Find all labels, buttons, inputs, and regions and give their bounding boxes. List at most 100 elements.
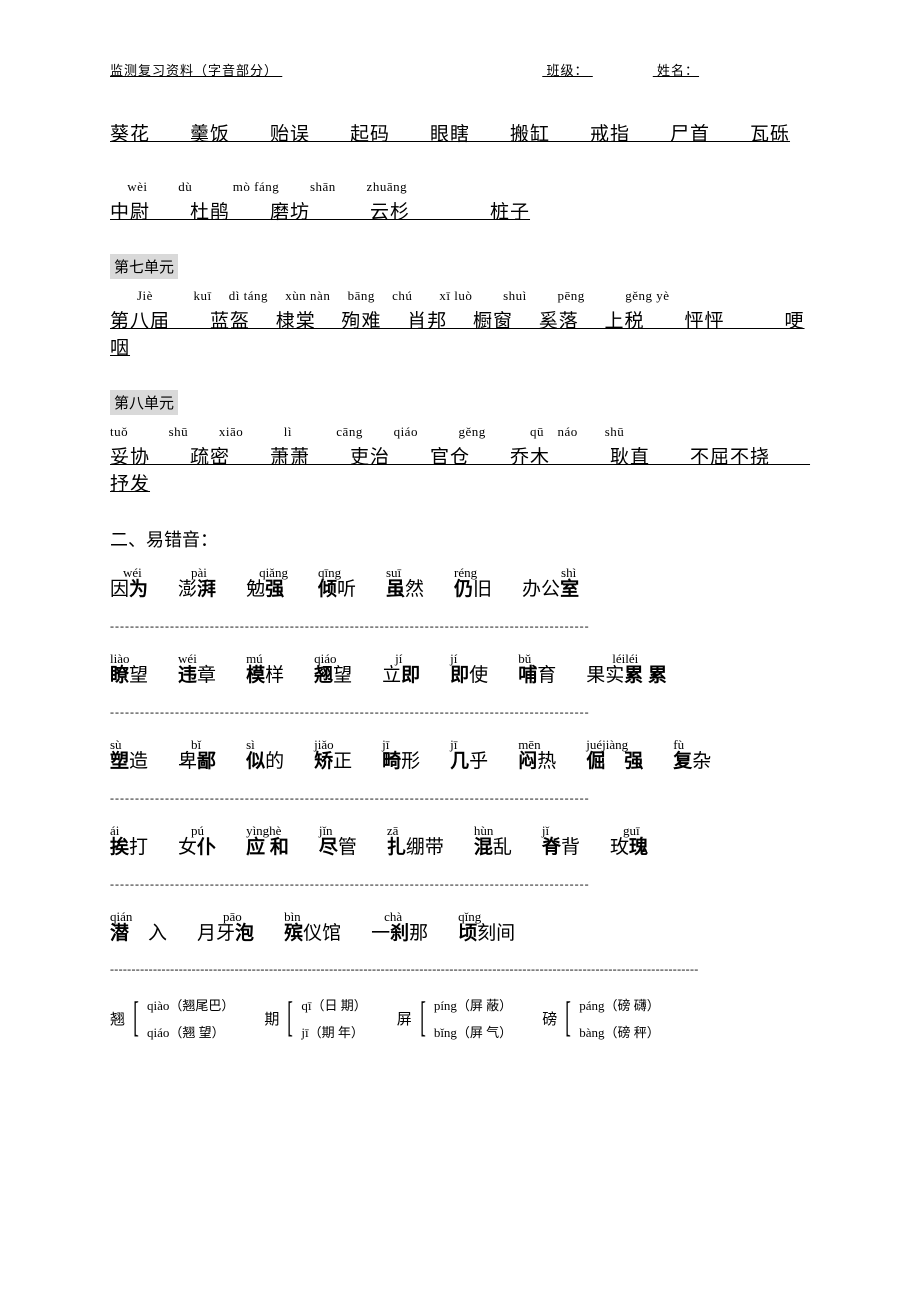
polyphone-group: 期[qī（日 期）jī（期 年） [264, 995, 366, 1041]
hanzi-row: 第八届 蓝盔 棣棠 殉难 肖邦 橱窗 奚落 上税 怦怦 哽咽 [110, 306, 810, 362]
polyphone-group: 翘 [ qiào（翘尾巴） qiáo（翘 望） [110, 995, 234, 1041]
pinyin: jí [450, 652, 457, 665]
error-word: hùn混乱 [474, 824, 512, 859]
hanzi: 果实累 累 [586, 666, 667, 687]
error-word: mú模样 [246, 652, 284, 687]
error-word: bìn殡仪馆 [284, 910, 341, 945]
polyphone-reading: qiáo（翘 望） [147, 1022, 234, 1041]
hanzi: 仍旧 [454, 580, 492, 601]
hanzi: 哺育 [518, 666, 556, 687]
unit-label: 第八单元 [110, 390, 178, 415]
polyphone-reading: bǐng（屏 气） [434, 1022, 512, 1041]
error-word: pāo月牙泡 [197, 910, 254, 945]
polyphone-char: 屏 [397, 1008, 412, 1029]
pinyin: qiáo [314, 652, 336, 665]
vocab-line: tuǒ shū xiāo lì cāng qiáo gěng qū náo sh… [110, 421, 810, 498]
hanzi: 塑造 [110, 752, 148, 773]
error-word: jī畸形 [382, 738, 420, 773]
hanzi: 月牙泡 [197, 924, 254, 945]
pinyin: qīng [318, 566, 341, 579]
separator: ----------------------------------------… [110, 619, 810, 634]
hanzi: 矫正 [314, 752, 352, 773]
pinyin: jiǎo [314, 738, 334, 751]
polyphone-reading: bàng（磅 秤） [579, 1022, 660, 1041]
pinyin: pài [178, 566, 207, 579]
pinyin: guī [610, 824, 640, 837]
hanzi: 违章 [178, 666, 216, 687]
pinyin: qǐng [458, 910, 481, 923]
header-title: 监测复习资料（字音部分） [110, 63, 278, 78]
vocab-line-1: 葵花 羹饭 贻误 起码 眼瞎 搬缸 戒指 尸首 瓦砾 [110, 119, 810, 148]
hanzi-row: 妥协 疏密 萧萧 吏治 官仓 乔木 耿直 不屈不挠 抒发 [110, 442, 810, 498]
bracket-icon: [ [565, 997, 571, 1039]
pinyin: suī [386, 566, 401, 579]
error-word: chà一刹那 [371, 910, 428, 945]
error-word: wéi违章 [178, 652, 216, 687]
hanzi: 脊背 [542, 838, 580, 859]
hanzi: 玫瑰 [610, 838, 648, 859]
error-word: juéjiàng倔 强 [586, 738, 643, 773]
error-word: jí立即 [382, 652, 420, 687]
hanzi-row: 葵花 羹饭 贻误 起码 眼瞎 搬缸 戒指 尸首 瓦砾 [110, 119, 810, 148]
pinyin: chà [371, 910, 402, 923]
pinyin: sì [246, 738, 255, 751]
error-word: fù复杂 [673, 738, 711, 773]
hanzi: 应 和 [246, 838, 289, 859]
error-word: sù塑造 [110, 738, 148, 773]
pinyin: jī [382, 738, 389, 751]
polyphone-reading: qiào（翘尾巴） [147, 995, 234, 1014]
pinyin: jī [450, 738, 457, 751]
error-word: jǐn尽管 [319, 824, 357, 859]
pinyin: jǐn [319, 824, 333, 837]
error-word: qiǎng勉强 [246, 566, 288, 601]
error-word: pú女仆 [178, 824, 216, 859]
hanzi: 似的 [246, 752, 284, 773]
error-word: suī虽然 [386, 566, 424, 601]
hanzi: 殡仪馆 [284, 924, 341, 945]
polyphone-char: 磅 [542, 1008, 557, 1029]
pinyin: fù [673, 738, 684, 751]
error-word: réng仍旧 [454, 566, 492, 601]
polyphone-char: 翘 [110, 1008, 125, 1029]
error-word: yìnghè应 和 [246, 824, 289, 859]
separator: ----------------------------------------… [110, 962, 810, 977]
pinyin-row: wèi dù mò fáng shān zhuāng [110, 176, 810, 195]
pinyin: wéi [178, 652, 197, 665]
pinyin: sù [110, 738, 122, 751]
error-word: liào瞭望 [110, 652, 148, 687]
error-word: jiǎo矫正 [314, 738, 352, 773]
vocab-line-2: wèi dù mò fáng shān zhuāng 中尉 杜鹃 磨坊 云杉 桩… [110, 176, 810, 226]
bracket-icon: [ [133, 997, 139, 1039]
pinyin: liào [110, 652, 130, 665]
error-row-4: ái挨打 pú女仆yìnghè应 和jǐn尽管zā扎绷带hùn混乱jǐ脊背 gu… [110, 824, 810, 859]
polyphone-row: 翘[qiào（翘尾巴）qiáo（翘 望）期[qī（日 期）jī（期 年）屏[pí… [110, 995, 810, 1041]
bracket-icon: [ [288, 997, 294, 1039]
error-word: qǐng顷刻间 [458, 910, 515, 945]
error-word: qīng倾听 [318, 566, 356, 601]
pinyin: qián [110, 910, 132, 923]
error-row-1: wéi因为 pài澎湃 qiǎng勉强qīng倾听suī虽然réng仍旧 shì… [110, 566, 810, 601]
polyphone-reading: qī（日 期） [301, 995, 366, 1014]
pinyin: ái [110, 824, 119, 837]
polyphone-items: páng（磅 礴）bàng（磅 秤） [579, 995, 660, 1041]
hanzi: 潜 入 [110, 924, 167, 945]
unit-label: 第七单元 [110, 254, 178, 279]
polyphone-char: 期 [264, 1008, 279, 1029]
polyphone-items: qiào（翘尾巴） qiáo（翘 望） [147, 995, 234, 1041]
separator: ----------------------------------------… [110, 877, 810, 892]
unit-8: 第八单元 tuǒ shū xiāo lì cāng qiáo gěng qū n… [110, 390, 810, 498]
pinyin: wéi [110, 566, 142, 579]
error-row-3: sù塑造 bǐ卑鄙sì似的jiǎo矫正jī畸形jī几乎mēn闷热juéjiàng… [110, 738, 810, 773]
hanzi: 扎绷带 [387, 838, 444, 859]
hanzi: 畸形 [382, 752, 420, 773]
error-sounds-title: 二、易错音： [110, 526, 810, 552]
error-word: shì办公室 [522, 566, 579, 601]
error-word: qiáo翘望 [314, 652, 352, 687]
hanzi: 倾听 [318, 580, 356, 601]
pinyin: qiǎng [246, 566, 288, 579]
hanzi: 即使 [450, 666, 488, 687]
error-word: bǐ卑鄙 [178, 738, 216, 773]
hanzi: 澎湃 [178, 580, 216, 601]
error-word: sì似的 [246, 738, 284, 773]
class-label: 班级： [547, 63, 589, 78]
